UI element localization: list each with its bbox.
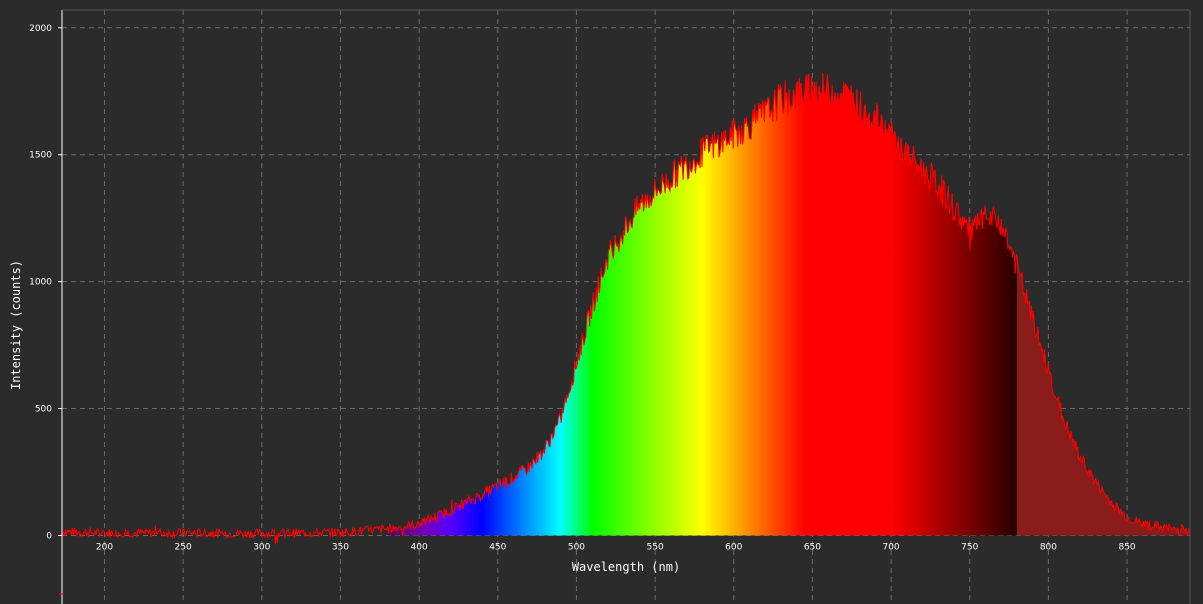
x-tick-label: 300	[253, 542, 270, 552]
intensity-series-line	[61, 72, 1190, 545]
x-tick-label: 800	[1040, 542, 1057, 552]
x-tick-label: 250	[175, 542, 192, 552]
x-tick-label: 750	[961, 542, 978, 552]
y-tick-label: 2000	[29, 24, 52, 34]
x-tick-label: 850	[1118, 542, 1135, 552]
x-tick-label: 600	[725, 542, 742, 552]
x-tick-label: 450	[489, 542, 506, 552]
x-tick-label: 350	[332, 542, 349, 552]
series-line-layer	[61, 72, 1190, 545]
y-tick-label: 0	[46, 531, 52, 541]
x-tick-label: 550	[647, 542, 664, 552]
y-tick-label: 500	[35, 405, 52, 415]
x-tick-label: 400	[411, 542, 428, 552]
axes	[59, 9, 1191, 604]
y-tick-label: 1000	[29, 278, 52, 288]
x-tick-label: 500	[568, 542, 585, 552]
tick-labels: 200 250 300 350 400 450 500 550 600 650 700 750 800 8…	[29, 24, 1136, 553]
x-tick-label: 200	[96, 542, 113, 552]
x-tick-label: 700	[882, 542, 899, 552]
y-axis-label: Intensity (counts)	[9, 260, 23, 390]
x-tick-label: 650	[804, 542, 821, 552]
x-axis-label: Wavelength (nm)	[572, 560, 680, 574]
y-tick-label: 1500	[29, 151, 52, 161]
